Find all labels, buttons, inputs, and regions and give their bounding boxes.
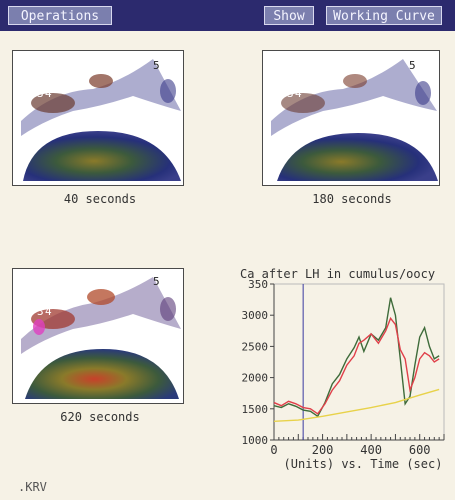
- footer-label: .KRV: [18, 480, 47, 494]
- marker-4: 4: [295, 87, 302, 100]
- calcium-plot[interactable]: Ca after LH in cumulus/oocy 0 200 400 600 100…: [238, 262, 454, 496]
- cell-image-graphic: 1 2 3 4 5 6: [19, 59, 181, 181]
- marker-1: 1: [21, 319, 28, 332]
- image-caption-180s: 180 seconds: [312, 192, 392, 206]
- series-line-1: [273, 316, 440, 415]
- marker-1: 1: [271, 101, 278, 114]
- cell-image-graphic: 1 2 3 4 5 6: [269, 59, 438, 181]
- x-tick-label: 0: [270, 443, 277, 457]
- x-tick-label: 200: [312, 443, 334, 457]
- image-caption-40s: 40 seconds: [63, 192, 137, 206]
- marker-4: 4: [45, 305, 52, 318]
- marker-3: 3: [287, 87, 294, 100]
- ratio-image-620s[interactable]: 1 2 3 4 5 6: [12, 268, 184, 404]
- marker-4: 4: [45, 87, 52, 100]
- marker-3: 3: [37, 305, 44, 318]
- y-tick-label: 2500: [242, 340, 269, 353]
- y-tick-label: 1000: [242, 434, 269, 447]
- image-caption-620s: 620 seconds: [60, 410, 140, 424]
- x-axis-label: (Units) vs. Time (sec): [284, 457, 443, 471]
- marker-5: 5: [153, 275, 160, 288]
- y-tick-label: 2000: [242, 372, 269, 385]
- marker-2: 2: [25, 89, 32, 102]
- line-chart: Ca after LH in cumulus/oocy 0 200 400 600 100…: [240, 267, 445, 471]
- marker-3: 3: [37, 87, 44, 100]
- show-button[interactable]: Show: [264, 6, 314, 25]
- marker-2: 2: [25, 307, 32, 320]
- series-line-2: [273, 388, 440, 422]
- x-tick-label: 600: [409, 443, 431, 457]
- y-tick-label: 350: [248, 278, 268, 291]
- marker-6: 6: [19, 379, 26, 392]
- series-line-0: [273, 297, 440, 418]
- menu-bar: Operations Show Working Curve: [0, 0, 455, 31]
- marker-6: 6: [19, 161, 26, 174]
- marker-2: 2: [275, 89, 282, 102]
- marker-6: 6: [269, 161, 276, 174]
- working-curve-button[interactable]: Working Curve: [326, 6, 442, 25]
- cell-image-graphic: 1 2 3 4 5 6: [19, 275, 181, 399]
- x-tick-label: 400: [360, 443, 382, 457]
- y-tick-label: 1500: [242, 403, 269, 416]
- marker-5: 5: [409, 59, 416, 72]
- chart-title: Ca after LH in cumulus/oocy: [240, 267, 435, 281]
- operations-button[interactable]: Operations: [8, 6, 112, 25]
- ratio-image-180s[interactable]: 1 2 3 4 5 6: [262, 50, 440, 186]
- marker-5: 5: [153, 59, 160, 72]
- marker-1: 1: [21, 101, 28, 114]
- y-tick-label: 3000: [242, 309, 269, 322]
- ratio-image-40s[interactable]: 1 2 3 4 5 6: [12, 50, 184, 186]
